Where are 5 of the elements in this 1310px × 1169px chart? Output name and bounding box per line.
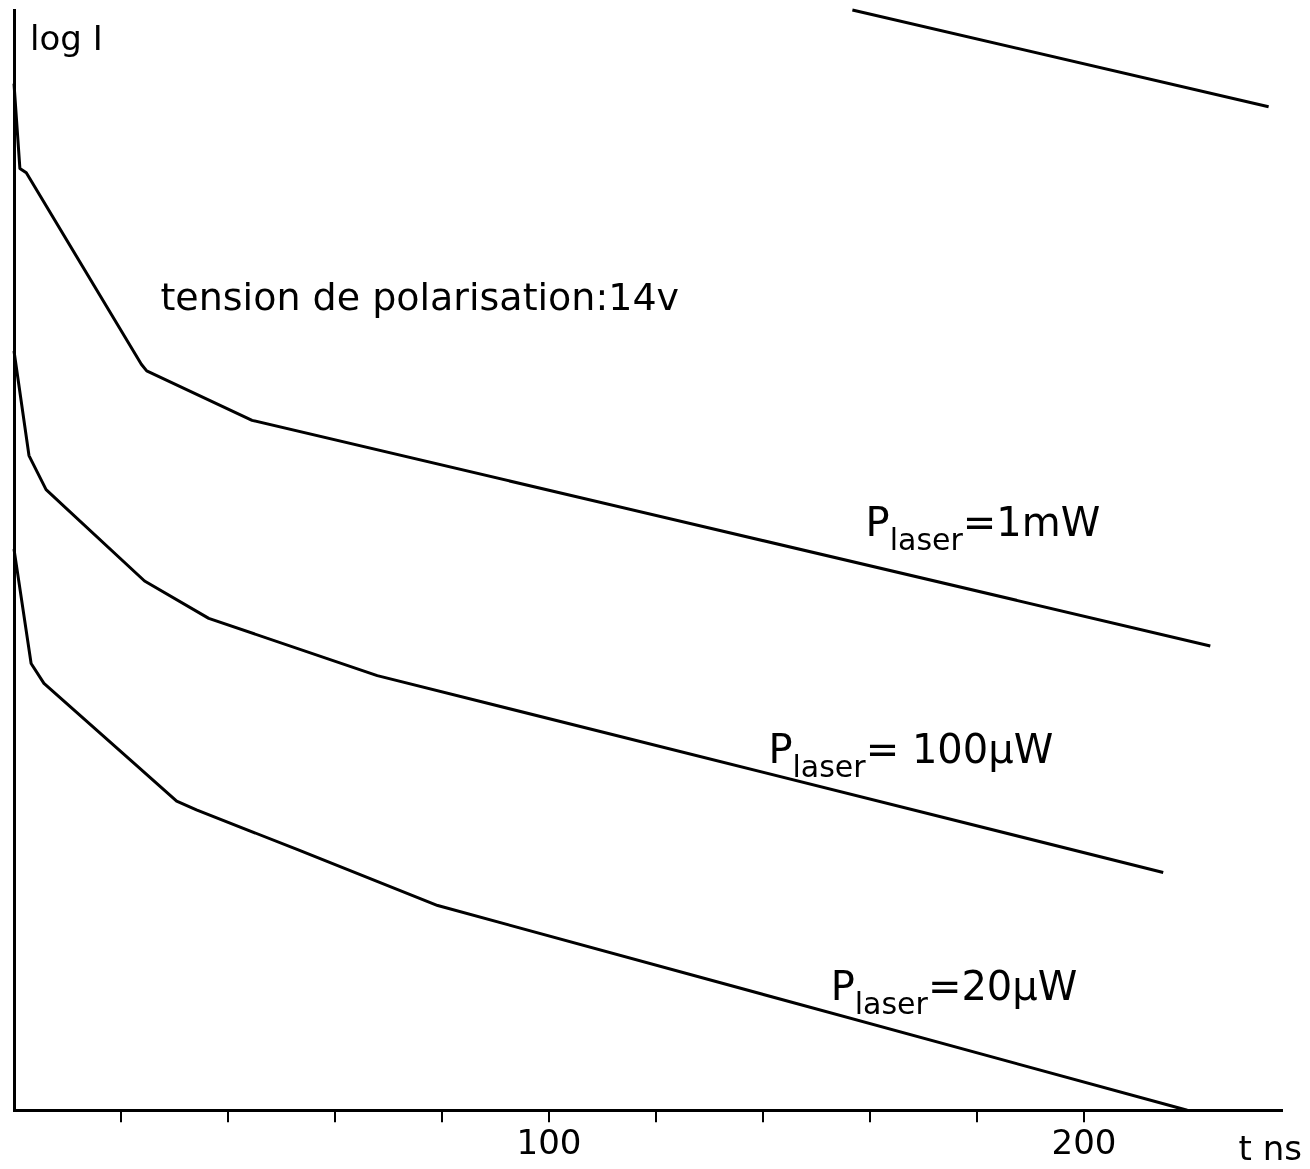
annotation: tension de polarisation:14v	[160, 275, 680, 319]
y-axis-title: log I	[30, 18, 103, 58]
x-tick-label: 100	[516, 1122, 582, 1163]
x-axis-title: t ns	[1238, 1128, 1302, 1169]
x-tick-label: 200	[1051, 1122, 1117, 1163]
